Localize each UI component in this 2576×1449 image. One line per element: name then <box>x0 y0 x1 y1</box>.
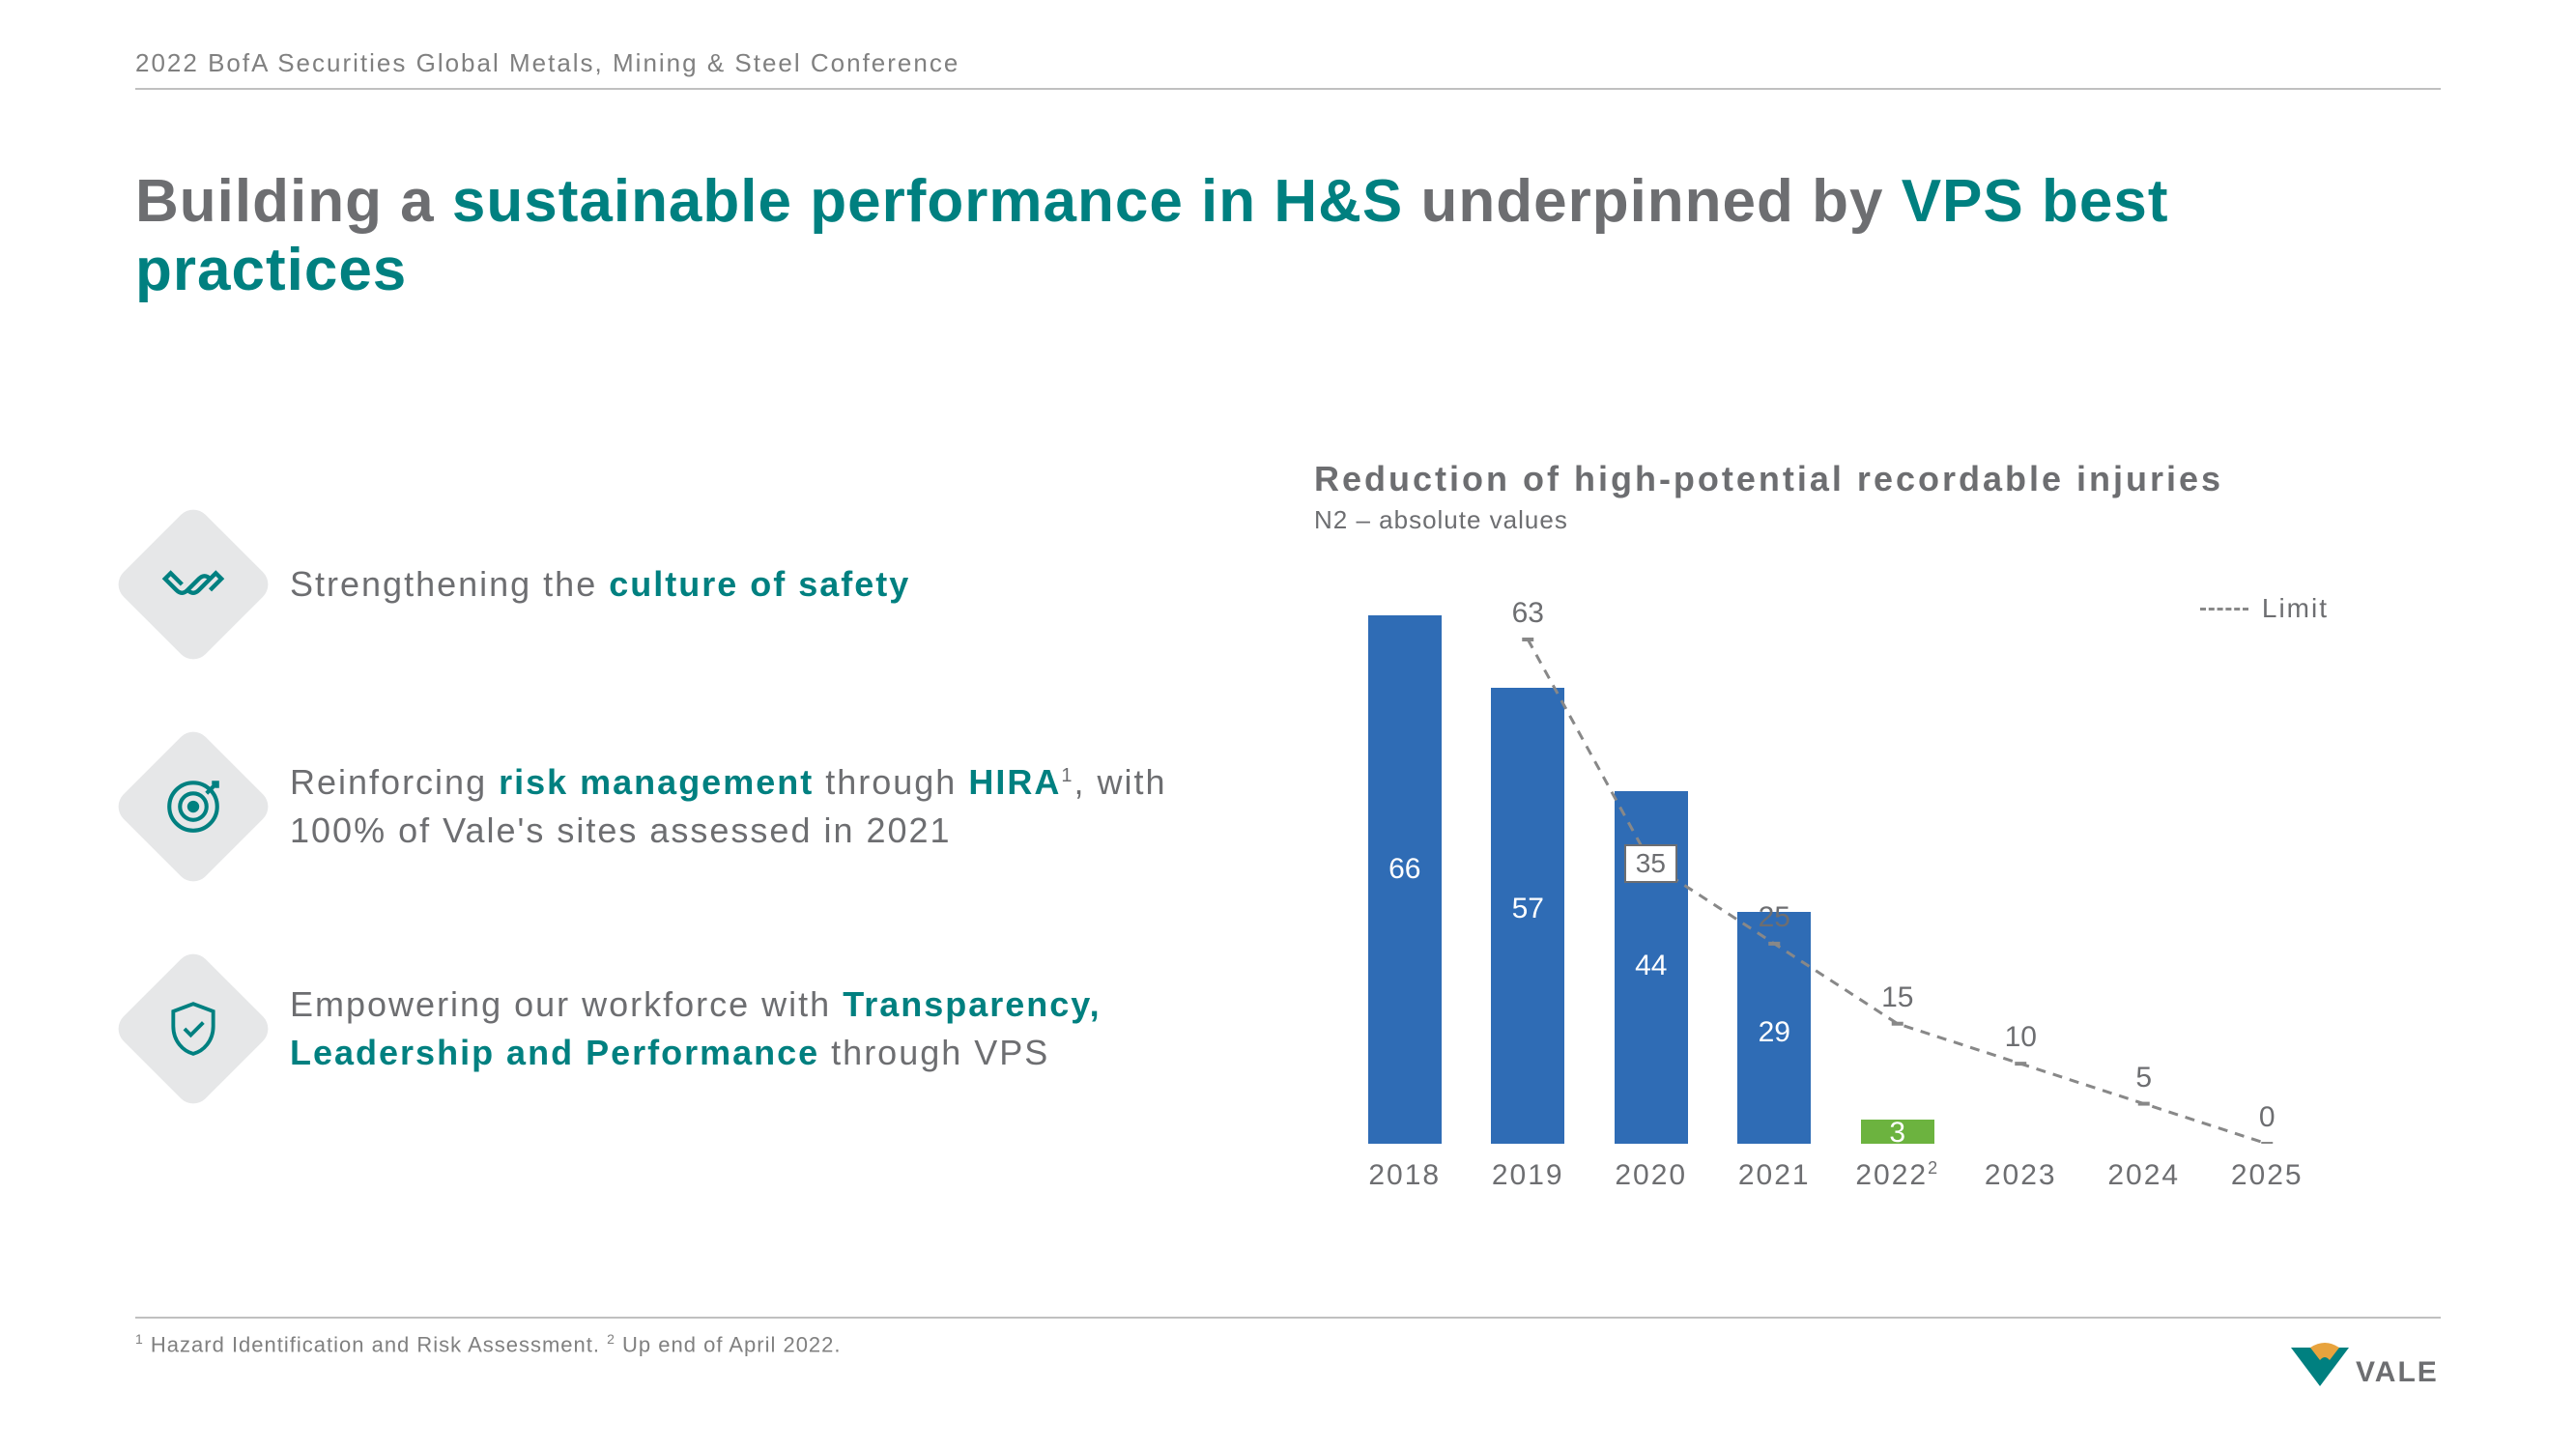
bullet-risk: Reinforcing risk management through HIRA… <box>135 749 1275 865</box>
limit-value-label: 10 <box>1991 1021 2049 1054</box>
limit-value-label: 0 <box>2238 1101 2296 1134</box>
title-part-2: sustainable performance in H&S <box>452 168 1403 235</box>
bullet-text: Empowering our workforce with Transparen… <box>290 980 1179 1078</box>
title-part-3: underpinned by <box>1403 168 1901 235</box>
chart-subtitle: N2 – absolute values <box>1314 505 2441 535</box>
header-label: 2022 BofA Securities Global Metals, Mini… <box>135 48 2441 78</box>
x-axis-label: 2018 <box>1343 1159 1467 1192</box>
footer-rule <box>135 1317 2441 1319</box>
bullets-column: Strengthening the culture of safety Rein… <box>135 459 1275 1202</box>
limit-value-label: 5 <box>2115 1062 2173 1094</box>
x-axis-label: 2019 <box>1467 1159 1590 1192</box>
limit-value-label: 15 <box>1869 981 1927 1014</box>
limit-value-label: 63 <box>1499 597 1557 630</box>
target-icon <box>135 749 251 865</box>
handshake-icon <box>135 526 251 642</box>
page-title: Building a sustainable performance in H&… <box>135 167 2441 304</box>
chart-column: Reduction of high-potential recordable i… <box>1275 459 2441 1202</box>
svg-text:VALE: VALE <box>2356 1356 2439 1388</box>
bullet-safety: Strengthening the culture of safety <box>135 526 1275 642</box>
injuries-chart: Limit 6657442932018201920202021202222023… <box>1314 583 2338 1202</box>
x-axis-label: 2024 <box>2082 1159 2206 1192</box>
limit-value-label: 25 <box>1745 901 1803 934</box>
chart-title: Reduction of high-potential recordable i… <box>1314 459 2441 499</box>
shield-icon <box>135 971 251 1087</box>
bullet-empower: Empowering our workforce with Transparen… <box>135 971 1275 1087</box>
x-axis-label: 2023 <box>1960 1159 2083 1192</box>
bullet-text: Reinforcing risk management through HIRA… <box>290 758 1179 856</box>
header-rule <box>135 88 2441 90</box>
bullet-text: Strengthening the culture of safety <box>290 560 910 609</box>
x-axis-label: 2021 <box>1713 1159 1837 1192</box>
limit-value-boxed: 35 <box>1624 844 1677 883</box>
x-axis-label: 20222 <box>1836 1158 1960 1192</box>
x-axis-label: 2025 <box>2206 1159 2330 1192</box>
x-axis-label: 2020 <box>1589 1159 1713 1192</box>
limit-line <box>1343 583 2329 1144</box>
title-part-1: Building a <box>135 168 452 235</box>
vale-logo: VALE <box>2286 1333 2450 1406</box>
footnotes: 1 Hazard Identification and Risk Assessm… <box>135 1331 842 1357</box>
